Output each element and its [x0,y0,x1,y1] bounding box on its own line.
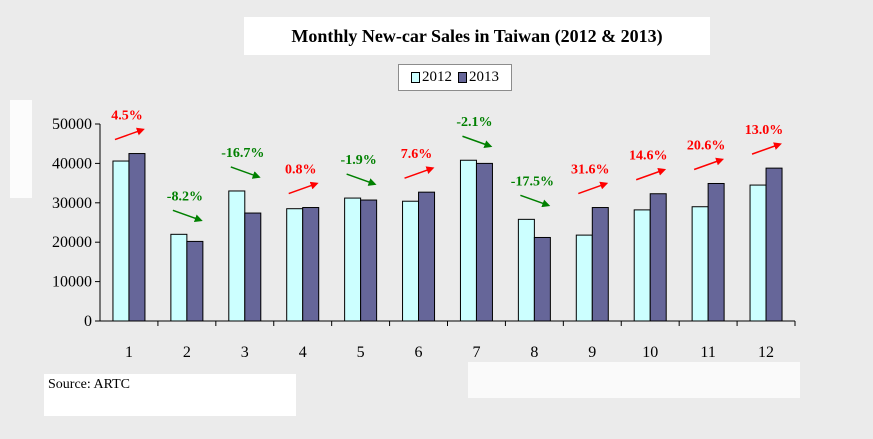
x-tick-label: 7 [472,344,480,361]
y-tick-label: 10000 [52,274,92,291]
x-tick-label: 4 [299,344,307,361]
change-arrow-m3 [230,166,261,179]
x-tick-label: 10 [642,344,658,361]
bar-2013-m6 [418,191,436,322]
legend-label-2012: 2012 [422,69,452,85]
x-tick-label: 11 [700,344,715,361]
change-arrow-m1 [114,127,145,141]
source-box: Source: ARTC [44,374,296,416]
bar-2012-m12 [749,184,767,322]
x-tick-label: 6 [415,344,423,361]
change-label-m12: 13.0% [745,123,784,138]
bar-2013-m4 [302,207,320,322]
change-arrow-m7 [462,135,493,148]
x-tick-label: 5 [357,344,365,361]
bar-2013-m7 [475,162,493,322]
legend-entry-2012: 2012 [411,69,452,86]
bar-2012-m4 [286,208,304,322]
bar-2013-m10 [649,193,667,322]
legend-entry-2013: 2013 [458,69,499,86]
change-label-m4: 0.8% [285,163,317,178]
change-arrow-m11 [693,157,725,171]
change-label-m1: 4.5% [111,109,143,124]
legend-swatch-2012 [411,72,420,83]
x-tick-label: 12 [758,344,774,361]
legend-swatch-2013 [458,72,467,83]
change-label-m5: -1.9% [341,153,377,168]
bar-2013-m1 [128,153,146,322]
change-arrow-m2 [172,209,203,223]
bar-2013-m8 [533,236,551,322]
x-tick-label: 1 [125,344,133,361]
bar-2013-m2 [186,240,204,322]
chart-title-box: Monthly New-car Sales in Taiwan (2012 & … [244,17,710,55]
bar-2012-m2 [170,233,188,322]
bar-2012-m1 [112,160,130,322]
bar-2012-m6 [402,200,420,322]
bar-2013-m12 [765,167,783,322]
change-label-m11: 20.6% [687,138,726,153]
x-tick-label: 2 [183,344,191,361]
bar-2013-m3 [244,212,262,322]
change-label-m6: 7.6% [401,147,433,162]
bar-2012-m7 [459,159,477,322]
y-tick-label: 40000 [52,155,92,172]
change-label-m3: -16.7% [221,146,264,161]
y-tick-label: 20000 [52,234,92,251]
bar-2013-m11 [707,182,725,322]
chart-title: Monthly New-car Sales in Taiwan (2012 & … [291,25,663,46]
bar-2012-m3 [228,190,246,322]
source-note: Source: ARTC [48,377,130,392]
bar-2013-m5 [360,199,378,322]
label-mask [10,100,32,198]
change-label-m10: 14.6% [629,149,668,164]
x-tick-label: 8 [530,344,538,361]
bar-2012-m8 [517,218,535,322]
change-arrow-m12 [751,142,782,155]
chart-legend: 2012 2013 [398,64,512,91]
bar-2013-m9 [591,207,609,322]
legend-label-2013: 2013 [469,69,499,85]
bar-2012-m10 [633,209,651,322]
change-arrow-m5 [346,173,377,186]
change-label-m8: -17.5% [511,174,554,189]
label-mask [468,362,800,398]
change-label-m9: 31.6% [571,163,610,178]
bar-2012-m5 [344,197,362,322]
change-arrow-m6 [404,166,435,179]
change-arrow-m4 [288,181,319,195]
y-tick-label: 0 [84,313,92,330]
bar-2012-m9 [575,234,593,322]
bar-2012-m11 [691,206,709,322]
change-arrow-m9 [578,181,609,195]
change-arrow-m10 [635,167,667,181]
y-tick-label: 50000 [52,116,92,133]
change-label-m2: -8.2% [167,189,203,204]
change-label-m7: -2.1% [456,115,492,130]
x-tick-label: 3 [241,344,249,361]
change-arrow-m8 [520,194,551,208]
x-tick-label: 9 [588,344,596,361]
y-tick-label: 30000 [52,195,92,212]
